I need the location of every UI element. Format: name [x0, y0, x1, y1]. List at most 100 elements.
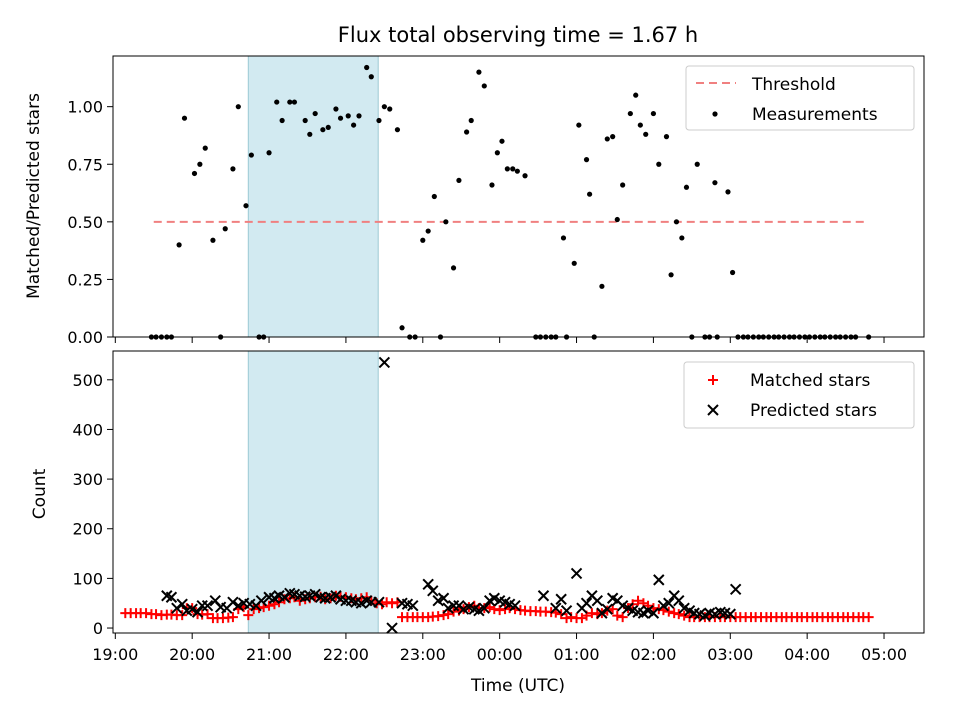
measurement-point [468, 117, 474, 124]
matched-star-marker [633, 595, 644, 606]
y-tick-label: 0.50 [67, 213, 103, 232]
x-axis-label: Time (UTC) [470, 676, 565, 696]
shaded-span [247, 350, 379, 634]
legend-predicted-label: Predicted stars [750, 401, 877, 421]
predicted-star-marker [309, 588, 321, 600]
predicted-star-marker [176, 598, 188, 610]
predicted-star-marker [601, 603, 613, 615]
predicted-star-marker [437, 592, 450, 604]
legend-box [683, 361, 915, 429]
measurement-point [499, 138, 505, 144]
measurement-point [587, 191, 593, 197]
chart-title: Flux total observing time = 1.67 h [338, 23, 698, 47]
measurement-point [456, 177, 462, 183]
matched-star-marker [663, 606, 674, 617]
measurement-point [663, 134, 670, 140]
measurement-point [387, 106, 393, 112]
measurement-point [643, 131, 649, 137]
predicted-star-marker [478, 602, 490, 614]
predicted-star-marker [227, 596, 239, 608]
measurement-point [729, 269, 736, 276]
measurement-point [312, 110, 318, 117]
measurement-point [560, 235, 567, 241]
y-tick-label: 300 [72, 470, 103, 489]
measurement-point [464, 129, 470, 135]
measurement-point [287, 99, 293, 105]
matched-star-marker [576, 613, 587, 624]
predicted-star-marker [422, 578, 434, 591]
matched-star-marker [612, 610, 623, 621]
measurement-point [614, 216, 620, 223]
measurement-point [443, 219, 449, 225]
x-tick-label: 21:00 [246, 645, 292, 664]
measurement-point [230, 166, 236, 172]
measurement-point [364, 64, 370, 71]
legend-matched-swatch [708, 375, 718, 385]
measurement-point [725, 189, 731, 195]
y-tick-label: 200 [72, 520, 103, 539]
measurement-point [599, 283, 605, 289]
measurement-point [694, 161, 700, 167]
predicted-star-marker [570, 567, 583, 580]
predicted-star-marker [255, 595, 268, 607]
y-tick-label: 0.25 [67, 270, 103, 289]
predicted-star-marker [647, 607, 660, 619]
predicted-star-marker [653, 574, 665, 586]
legend-predicted-swatch [707, 404, 719, 416]
axes-frame [112, 350, 925, 634]
predicted-star-marker [378, 356, 391, 369]
predicted-star-marker [407, 599, 419, 612]
measurement-point [583, 157, 590, 163]
measurement-point [307, 131, 313, 137]
measurement-point [248, 152, 254, 158]
y-tick-label: 0.00 [67, 328, 103, 347]
measurement-point [571, 260, 577, 266]
predicted-star-marker [724, 608, 736, 620]
x-tick-label: 04:00 [784, 645, 830, 664]
measurement-point [425, 228, 431, 234]
measurement-point [279, 117, 285, 124]
predicted-star-marker [165, 591, 178, 603]
legend-matched-label: Matched stars [750, 371, 870, 391]
measurement-point [222, 226, 228, 232]
measurement-point [368, 74, 374, 80]
measurement-point [420, 237, 426, 243]
legend: Matched stars Predicted stars [683, 361, 915, 429]
measurement-point [679, 235, 685, 241]
measurement-point [494, 150, 500, 156]
legend-box [685, 65, 915, 131]
x-tick-label: 20:00 [169, 645, 215, 664]
predicted-star-marker [580, 597, 593, 609]
predicted-star-marker [427, 585, 439, 597]
measurement-point [504, 166, 510, 172]
matched-star-marker [227, 612, 238, 623]
measurement-point [683, 184, 690, 190]
y-tick-label: 500 [72, 371, 103, 390]
legend-measurement-swatch [712, 111, 718, 117]
matched-star-marker [617, 612, 628, 623]
measurement-point [476, 69, 482, 75]
x-tick-label: 19:00 [92, 645, 138, 664]
x-tick-label: 22:00 [323, 645, 369, 664]
matched-star-marker [556, 609, 567, 620]
measurement-point [351, 122, 357, 128]
predicted-star-marker [550, 602, 562, 614]
y-tick-label: 100 [72, 569, 103, 588]
predicted-star-marker [386, 622, 398, 634]
matched-star-marker [202, 609, 213, 620]
measurement-point [381, 104, 387, 110]
measurement-point [431, 193, 437, 200]
matched-star-marker [673, 609, 684, 620]
legend-threshold-label: Threshold [751, 75, 836, 95]
predicted-star-marker [201, 599, 214, 612]
measurement-point [712, 180, 718, 186]
x-tick-label: 00:00 [477, 645, 523, 664]
predicted-star-marker [555, 593, 567, 605]
x-tick-label: 02:00 [630, 645, 676, 664]
measurement-point [356, 113, 362, 119]
measurement-point [266, 150, 272, 156]
top-panel: 0.00 0.25 0.50 0.75 1.00 Threshold Measurement… [67, 55, 925, 347]
predicted-star-marker [186, 603, 198, 615]
measurement-point [197, 161, 203, 167]
